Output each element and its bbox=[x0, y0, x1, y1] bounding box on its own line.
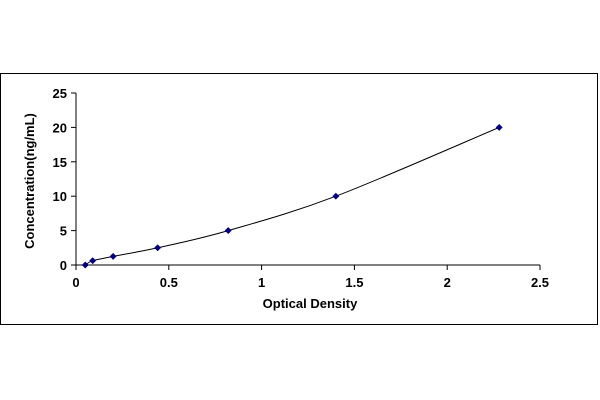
x-tick-label: 1.5 bbox=[345, 275, 363, 290]
y-tick-label: 15 bbox=[53, 155, 67, 170]
data-point-marker bbox=[154, 244, 162, 252]
tick-labels-layer: 0 0.5 1 1.5 2 2.5 0 5 10 15 20 25 bbox=[53, 86, 550, 290]
x-tick-label: 0.5 bbox=[160, 275, 178, 290]
x-tick-label: 2.5 bbox=[531, 275, 549, 290]
y-tick-label: 0 bbox=[60, 258, 67, 273]
chart-frame bbox=[0, 73, 598, 325]
y-tick-label: 25 bbox=[53, 86, 67, 101]
data-point-marker bbox=[495, 123, 503, 131]
y-tick-label: 20 bbox=[53, 120, 67, 135]
y-axis-title: Concentration(ng/mL) bbox=[22, 113, 37, 249]
data-points-layer bbox=[81, 123, 503, 269]
x-tick-label: 2 bbox=[444, 275, 451, 290]
y-tick-label: 5 bbox=[60, 224, 67, 239]
data-point-marker bbox=[224, 227, 232, 235]
axes bbox=[71, 92, 541, 270]
x-axis-title: Optical Density bbox=[263, 296, 358, 311]
data-point-marker bbox=[81, 261, 89, 269]
data-point-marker bbox=[89, 257, 97, 265]
fit-curve bbox=[85, 126, 500, 266]
y-tick-label: 10 bbox=[53, 189, 67, 204]
fit-curve-layer bbox=[85, 126, 500, 266]
data-point-marker bbox=[332, 192, 340, 200]
data-point-marker bbox=[109, 252, 117, 260]
x-tick-label: 1 bbox=[258, 275, 265, 290]
x-tick-label: 0 bbox=[72, 275, 79, 290]
